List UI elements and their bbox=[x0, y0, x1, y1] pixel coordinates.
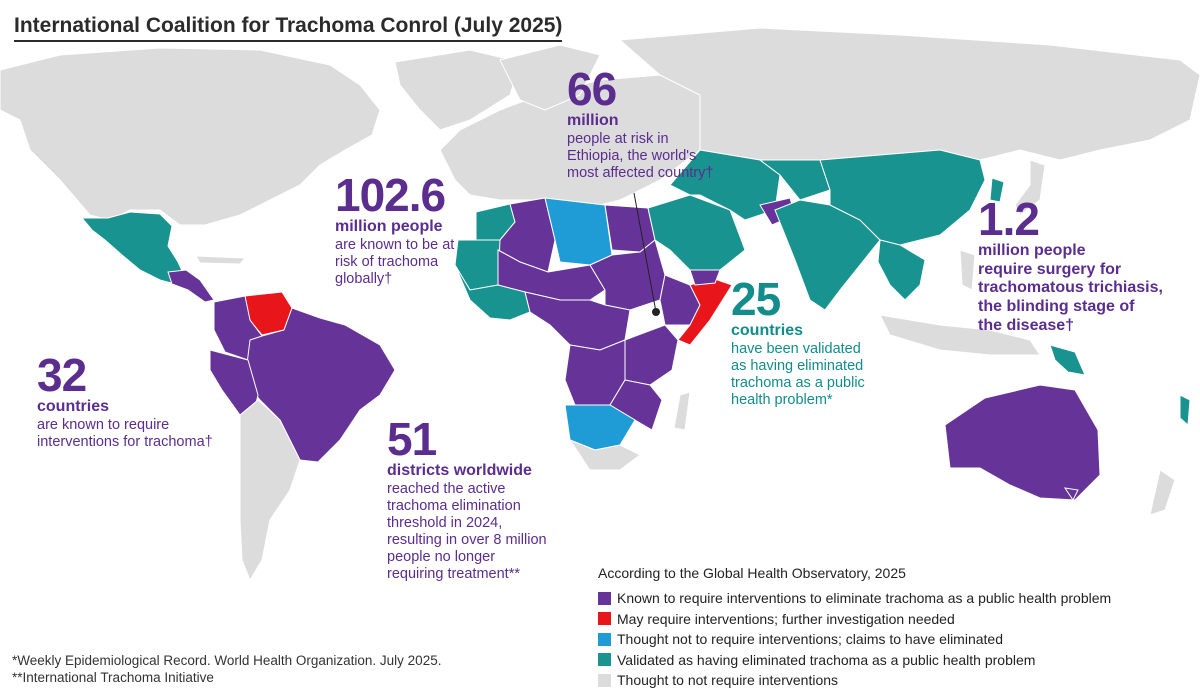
stat-desc-line: globally† bbox=[335, 270, 393, 287]
legend-label: Thought not to require interventions; cl… bbox=[617, 631, 1003, 648]
southern-cone bbox=[239, 399, 301, 582]
legend-swatch bbox=[598, 673, 611, 687]
legend-label: Thought to not require interventions bbox=[617, 672, 839, 689]
east-africa bbox=[624, 324, 679, 386]
legend-swatch bbox=[598, 591, 611, 605]
central-america bbox=[167, 269, 215, 303]
stat-number: 32 bbox=[37, 349, 87, 401]
egypt bbox=[604, 204, 656, 253]
stat-number: 66 bbox=[567, 63, 617, 115]
stat-desc-line: are known to be at bbox=[335, 236, 455, 253]
philippines bbox=[959, 249, 976, 291]
pacific-islands bbox=[1179, 394, 1191, 427]
legend-item: Validated as having eliminated trachoma … bbox=[598, 650, 1111, 671]
mauritania bbox=[454, 239, 501, 291]
japan bbox=[1014, 159, 1046, 216]
stat-desc-line: health problem* bbox=[731, 391, 833, 408]
china bbox=[819, 149, 986, 246]
stat-desc-line: reached the active bbox=[387, 480, 506, 497]
stat-desc-line: as having eliminated bbox=[731, 357, 864, 374]
legend-swatch bbox=[598, 612, 611, 626]
stat-desc-line: risk of trachoma bbox=[335, 253, 439, 270]
pointer-line bbox=[633, 192, 657, 313]
stat-desc-line: trachoma elimination bbox=[387, 497, 521, 514]
stat-66-million: 66 million people at risk in Ethiopia, t… bbox=[567, 63, 714, 182]
libya bbox=[544, 197, 613, 266]
stat-desc-line: people no longer bbox=[387, 549, 496, 565]
south-africa bbox=[568, 438, 641, 471]
tasmania bbox=[1063, 487, 1079, 501]
legend-item: Known to require interventions to elimin… bbox=[598, 588, 1111, 609]
stat-25-countries: 25 countries have been validated as havi… bbox=[731, 273, 865, 409]
stat-32-countries: 32 countries are known to require interv… bbox=[37, 349, 213, 451]
pointer-dot bbox=[652, 308, 660, 316]
stat-desc-line: threshold in 2024, bbox=[387, 514, 503, 531]
footnote-iti: **International Trachoma Initiative bbox=[12, 670, 214, 685]
scandinavia bbox=[499, 44, 601, 111]
stat-desc-line: most affected country† bbox=[567, 164, 714, 181]
north-america bbox=[0, 47, 381, 226]
legend-label: May require interventions; further inves… bbox=[617, 610, 955, 627]
stat-desc-line: Ethiopia, the world's bbox=[567, 147, 697, 164]
stat-unit-line: require surgery for bbox=[978, 260, 1122, 278]
page-title: International Coalition for Trachoma Con… bbox=[14, 14, 563, 42]
stat-desc-line: trachoma as a public bbox=[731, 374, 865, 391]
india bbox=[774, 199, 881, 311]
stat-desc-line: have been validated bbox=[731, 340, 861, 357]
papua-new-guinea bbox=[1049, 344, 1086, 376]
greenland bbox=[394, 49, 521, 131]
stat-number: 1.2 bbox=[978, 193, 1040, 245]
stat-unit: countries bbox=[731, 321, 804, 339]
indonesia bbox=[879, 314, 1041, 356]
stat-unit-line: the disease† bbox=[978, 317, 1075, 335]
stat-unit: million bbox=[567, 111, 619, 129]
stat-unit-line: million people bbox=[978, 241, 1086, 259]
stat-number: 51 bbox=[387, 413, 437, 465]
southeast-asia bbox=[877, 239, 926, 301]
europe bbox=[439, 74, 701, 211]
stat-unit: districts worldwide bbox=[387, 461, 532, 479]
somalia bbox=[677, 277, 733, 346]
stat-1-2-million: 1.2 million people require surgery for t… bbox=[978, 193, 1163, 336]
stat-number: 25 bbox=[731, 273, 781, 325]
stat-51-districts: 51 districts worldwide reached the activ… bbox=[387, 413, 547, 583]
stat-desc-line: interventions for trachoma† bbox=[37, 433, 213, 450]
stat-desc-line: people at risk in bbox=[567, 130, 669, 147]
new-zealand bbox=[1149, 469, 1176, 516]
map-legend: According to the Global Health Observato… bbox=[598, 565, 1111, 691]
stat-number: 102.6 bbox=[335, 169, 446, 221]
footnote-who: *Weekly Epidemiological Record. World He… bbox=[12, 653, 442, 668]
legend-item: May require interventions; further inves… bbox=[598, 609, 1111, 630]
madagascar bbox=[673, 391, 691, 431]
yemen bbox=[689, 269, 721, 286]
stat-unit: million people bbox=[335, 217, 443, 235]
stat-desc-line: are known to require bbox=[37, 416, 170, 433]
caribbean bbox=[195, 255, 247, 265]
legend-swatch bbox=[598, 653, 611, 667]
legend-label: Validated as having eliminated trachoma … bbox=[617, 651, 1036, 668]
stat-desc-line: requiring treatment** bbox=[387, 566, 520, 583]
legend-title: According to the Global Health Observato… bbox=[598, 565, 906, 581]
legend-label: Known to require interventions to elimin… bbox=[617, 590, 1112, 607]
korea bbox=[989, 177, 1005, 203]
stat-102-million: 102.6 million people are known to be at … bbox=[335, 169, 455, 288]
stat-unit: countries bbox=[37, 397, 110, 415]
legend-item: Thought not to require interventions; cl… bbox=[598, 629, 1111, 650]
australia bbox=[944, 384, 1101, 501]
legend-item: Thought to not require interventions bbox=[598, 670, 1111, 691]
stat-unit-line: the blinding stage of bbox=[978, 298, 1135, 316]
legend-swatch bbox=[598, 632, 611, 646]
stat-desc-line: resulting in over 8 million bbox=[387, 531, 547, 548]
central-asia bbox=[758, 159, 831, 201]
stat-unit-line: trachomatous trichiasis, bbox=[978, 279, 1163, 297]
